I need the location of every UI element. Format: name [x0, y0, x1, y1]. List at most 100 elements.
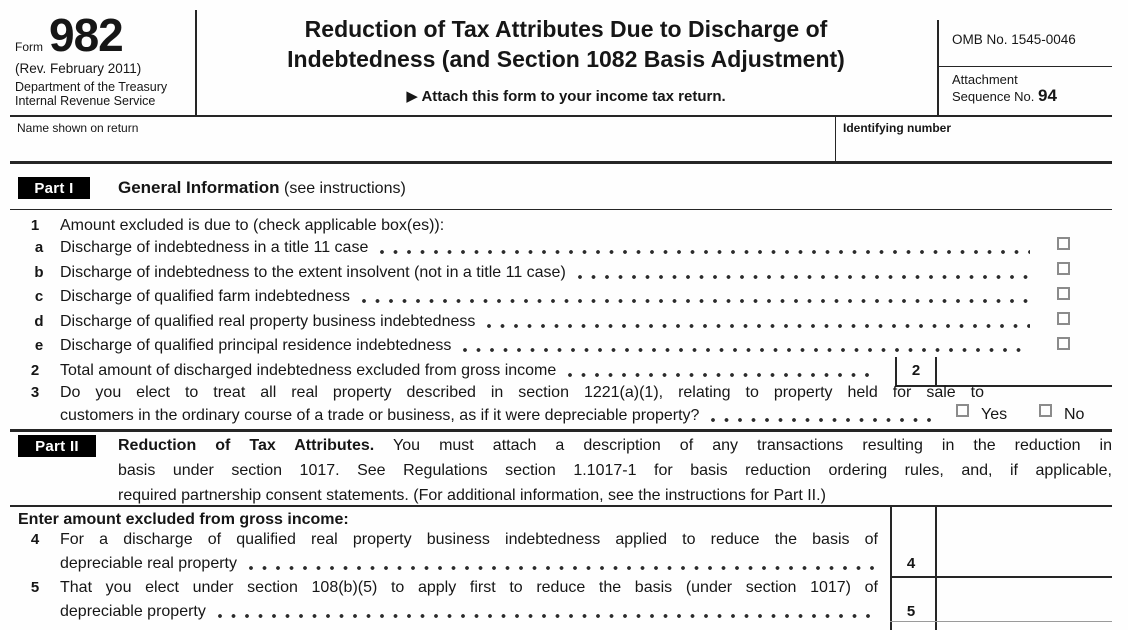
- yes-label: Yes: [981, 406, 1008, 423]
- part1-title: General Information: [118, 178, 280, 197]
- line4-text-line2-row: depreciable real property: [60, 554, 888, 574]
- line1d-text: Discharge of qualified real property bus…: [60, 313, 476, 330]
- line2-amount-underline: [895, 385, 1112, 387]
- header-divider-left: [195, 10, 197, 116]
- line1a-text: Discharge of indebtedness in a title 11 …: [60, 239, 369, 256]
- attach-instruction: ▶ Attach this form to your income tax re…: [406, 88, 726, 105]
- line1c-letter: c: [34, 288, 44, 305]
- line2-text: Total amount of discharged indebtedness …: [60, 362, 557, 379]
- line1d-letter: d: [34, 313, 44, 330]
- dot-leader: [361, 299, 1030, 303]
- part1-subtitle: (see instructions): [283, 180, 406, 197]
- line1-text: Amount excluded is due to (check applica…: [60, 217, 445, 234]
- checkbox-1c[interactable]: [1057, 287, 1070, 300]
- line5-number: 5: [30, 579, 40, 596]
- line3-text-line2-row: customers in the ordinary course of a tr…: [60, 406, 946, 426]
- line4-number: 4: [30, 531, 40, 548]
- enter-amount-label: Enter amount excluded from gross income:: [18, 511, 349, 528]
- omb-box-divider: [937, 66, 1112, 67]
- omb-number: OMB No. 1545-0046: [952, 32, 1076, 47]
- checkbox-1a[interactable]: [1057, 237, 1070, 250]
- line1d-row: Discharge of qualified real property bus…: [60, 312, 1040, 332]
- form-id-block: Form 982 (Rev. February 2011) Department…: [15, 12, 193, 108]
- sequence-label: Sequence No.: [952, 89, 1035, 104]
- name-id-divider: [835, 116, 836, 163]
- line4-text-line2: depreciable real property: [60, 555, 237, 572]
- dot-leader: [380, 250, 1030, 254]
- line5-cell-number: 5: [906, 603, 916, 620]
- line4-amount-input[interactable]: [938, 508, 1111, 576]
- line1c-row: Discharge of qualified farm indebtedness: [60, 287, 1040, 307]
- line1-number: 1: [30, 217, 40, 234]
- line3-text-line2: customers in the ordinary course of a tr…: [60, 407, 700, 424]
- agency-line-1: Department of the Treasury: [15, 80, 168, 94]
- part2-top-rule: [10, 429, 1112, 432]
- dot-leader: [463, 348, 1030, 352]
- line5-text-line1: That you elect under section 108(b)(5) t…: [60, 579, 878, 596]
- attachment-sequence-block: Attachment Sequence No. 94: [952, 72, 1112, 105]
- line1e-text: Discharge of qualified principal residen…: [60, 337, 452, 354]
- no-label: No: [1064, 406, 1085, 423]
- header-bottom-rule: [10, 115, 1112, 117]
- part2-badge: Part II: [18, 435, 96, 457]
- line4-amount-underline: [890, 576, 1112, 578]
- form-revision: (Rev. February 2011): [15, 61, 142, 76]
- part2-desc-line3: required partnership consent statements.…: [118, 487, 826, 504]
- form-word-label: Form: [15, 40, 43, 54]
- form-number: 982: [49, 9, 124, 61]
- line1c-text: Discharge of qualified farm indebtedness: [60, 288, 350, 305]
- line5-text-line2: depreciable property: [60, 603, 206, 620]
- line2-row: Total amount of discharged indebtedness …: [60, 361, 888, 381]
- agency-line-2: Internal Revenue Service: [15, 94, 156, 108]
- checkbox-3-yes[interactable]: [956, 404, 969, 417]
- line2-cell-right-rule: [935, 357, 937, 386]
- part2-title: Reduction of Tax Attributes.: [118, 437, 375, 454]
- header-divider-right: [937, 20, 939, 116]
- line5-amount-input[interactable]: [938, 579, 1111, 621]
- form-title-block: Reduction of Tax Attributes Due to Disch…: [197, 14, 935, 105]
- checkbox-1b[interactable]: [1057, 262, 1070, 275]
- part2-desc-bottom-rule: [10, 505, 1112, 507]
- line2-amount-input[interactable]: [937, 359, 1111, 384]
- name-shown-label: Name shown on return: [17, 121, 139, 135]
- checkbox-1d[interactable]: [1057, 312, 1070, 325]
- name-input-area[interactable]: [11, 136, 831, 162]
- attachment-label: Attachment: [952, 72, 1018, 87]
- line3-text-line1: Do you elect to treat all real property …: [60, 384, 984, 401]
- dot-leader: [568, 373, 878, 377]
- line1e-row: Discharge of qualified principal residen…: [60, 336, 1040, 356]
- line4-text-line1: For a discharge of qualified real proper…: [60, 531, 878, 548]
- identifying-number-label: Identifying number: [843, 121, 951, 135]
- line1b-letter: b: [34, 264, 44, 281]
- checkbox-1e[interactable]: [1057, 337, 1070, 350]
- amount-column-right-rule: [935, 507, 937, 630]
- line3-number: 3: [30, 384, 40, 401]
- form-title-line-1: Reduction of Tax Attributes Due to Disch…: [304, 16, 828, 42]
- line1e-letter: e: [34, 337, 44, 354]
- dot-leader: [217, 614, 878, 618]
- name-row-bottom-rule: [10, 161, 1112, 164]
- line1b-row: Discharge of indebtedness to the extent …: [60, 263, 1040, 283]
- line4-cell-number: 4: [906, 555, 916, 572]
- line5-amount-underline: [890, 621, 1112, 622]
- part2-desc-line2: basis under section 1017. See Regulation…: [118, 462, 1112, 479]
- identifying-number-input-area[interactable]: [837, 136, 1110, 162]
- part2-desc-line1: Reduction of Tax Attributes. You must at…: [118, 434, 1112, 458]
- line1a-row: Discharge of indebtedness in a title 11 …: [60, 238, 1040, 258]
- line5-text-line2-row: depreciable property: [60, 602, 888, 622]
- line2-number: 2: [30, 362, 40, 379]
- dot-leader: [711, 418, 936, 422]
- dot-leader: [249, 566, 878, 570]
- dot-leader: [577, 275, 1030, 279]
- form-title-line-2: Indebtedness (and Section 1082 Basis Adj…: [287, 46, 845, 72]
- dot-leader: [487, 324, 1030, 328]
- amount-column-left-rule: [890, 507, 892, 630]
- sequence-number: 94: [1038, 86, 1057, 105]
- part1-badge: Part I: [18, 177, 90, 199]
- line2-cell-number: 2: [911, 362, 921, 379]
- line2-cell-left-rule: [895, 357, 897, 386]
- checkbox-3-no[interactable]: [1039, 404, 1052, 417]
- line1a-letter: a: [34, 239, 44, 256]
- part1-header-rule: [10, 209, 1112, 210]
